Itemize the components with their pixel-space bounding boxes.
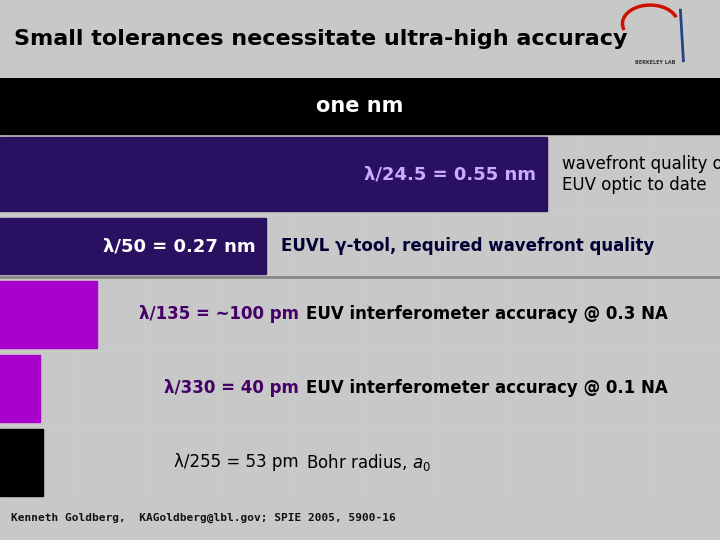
Text: one nm: one nm	[316, 96, 404, 116]
Text: λ/50 = 0.27 nm: λ/50 = 0.27 nm	[103, 237, 256, 255]
Text: λ/24.5 = 0.55 nm: λ/24.5 = 0.55 nm	[364, 165, 536, 184]
Text: BERKELEY LAB: BERKELEY LAB	[635, 60, 675, 65]
Text: λ/135 = ~100 pm: λ/135 = ~100 pm	[139, 305, 299, 323]
Text: wavefront quality of best
EUV optic to date: wavefront quality of best EUV optic to d…	[562, 155, 720, 194]
Bar	[0, 218, 266, 274]
Bar	[0, 78, 720, 134]
Bar	[0, 281, 97, 348]
Bar	[0, 137, 547, 212]
Bar	[0, 429, 43, 496]
Bar	[0, 355, 40, 422]
Text: EUVL γ-tool, required wavefront quality: EUVL γ-tool, required wavefront quality	[281, 237, 654, 255]
Text: Bohr radius, $a_0$: Bohr radius, $a_0$	[306, 452, 431, 473]
Text: λ/330 = 40 pm: λ/330 = 40 pm	[164, 380, 299, 397]
Text: Small tolerances necessitate ultra-high accuracy: Small tolerances necessitate ultra-high …	[14, 29, 628, 49]
Text: EUV interferometer accuracy @ 0.1 NA: EUV interferometer accuracy @ 0.1 NA	[306, 380, 667, 397]
Text: EUV interferometer accuracy @ 0.3 NA: EUV interferometer accuracy @ 0.3 NA	[306, 305, 668, 323]
Text: λ/255 = 53 pm: λ/255 = 53 pm	[174, 454, 299, 471]
Text: Kenneth Goldberg,  KAGoldberg@lbl.gov; SPIE 2005, 5900-16: Kenneth Goldberg, KAGoldberg@lbl.gov; SP…	[11, 512, 395, 523]
